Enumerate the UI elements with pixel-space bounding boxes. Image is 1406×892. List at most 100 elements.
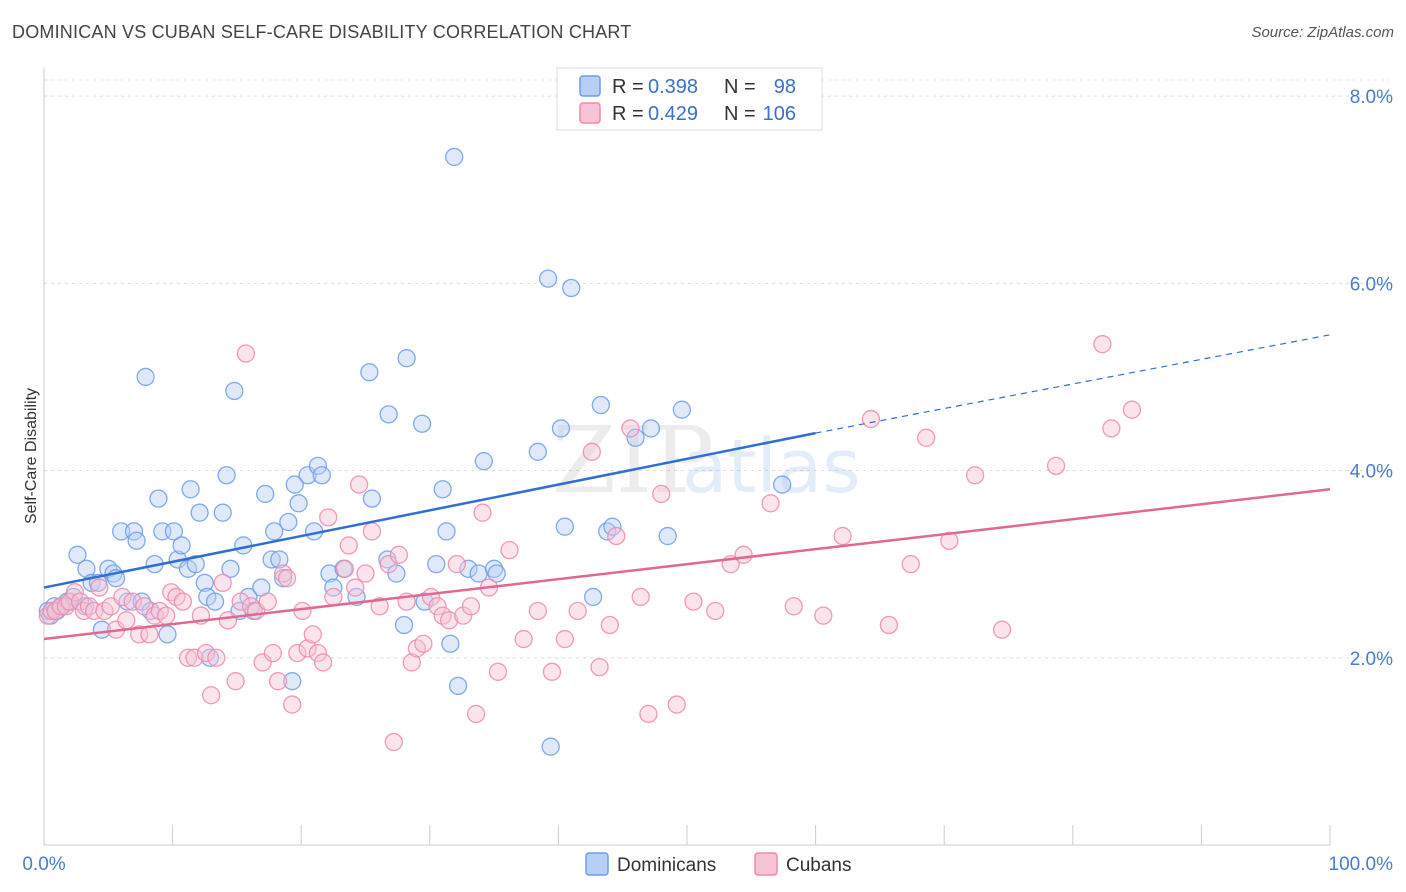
dominican-point-97	[672, 400, 692, 419]
chart-source: Source: ZipAtlas.com	[1251, 24, 1394, 41]
dominican-point-76	[441, 634, 460, 653]
dominican-point-47	[256, 484, 275, 504]
stats-n-label-cubans: N =	[724, 103, 756, 125]
x-tick-label-min: 0.0%	[22, 854, 65, 875]
cuban-point-88	[600, 615, 619, 635]
legend-label-dominicans: Dominicans	[617, 855, 716, 876]
cuban-point-66	[402, 653, 421, 672]
stats-r-label-cubans: R =	[612, 103, 644, 125]
dominican-point-65	[362, 489, 382, 508]
x-tick-label-max: 100.0%	[1329, 854, 1394, 875]
stats-n-value-dominicans: 98	[774, 76, 796, 98]
dominican-point-19	[127, 531, 146, 550]
dominican-point-38	[213, 503, 232, 522]
cuban-point-111	[1093, 335, 1112, 354]
dominican-point-41	[221, 559, 240, 578]
dominican-point-31	[181, 480, 200, 499]
cuban-point-56	[339, 536, 358, 555]
dominican-point-33	[190, 503, 209, 522]
dominican-point-61	[324, 578, 343, 597]
cuban-point-28	[185, 648, 204, 667]
cuban-trend-line	[43, 488, 1331, 641]
dominican-trend-extension	[815, 334, 1331, 434]
cuban-point-7	[70, 592, 90, 611]
dominican-point-48	[262, 550, 281, 569]
cuban-point-16	[117, 611, 136, 630]
cuban-point-36	[231, 592, 250, 611]
cuban-point-101	[814, 606, 833, 625]
cuban-point-11	[90, 578, 109, 597]
dominican-point-91	[591, 395, 610, 415]
dominican-point-89	[562, 278, 581, 298]
cuban-point-59	[356, 564, 375, 583]
cuban-point-31	[202, 686, 221, 705]
dominican-point-29	[172, 536, 191, 555]
cuban-point-73	[447, 555, 466, 574]
dominican-point-37	[205, 592, 225, 611]
cuban-point-37	[236, 344, 256, 363]
cuban-point-23	[157, 606, 176, 625]
cuban-point-79	[488, 662, 508, 681]
cuban-point-51	[308, 643, 328, 663]
watermark-atlas: atlas	[682, 424, 861, 510]
y-tick-label-0: 2.0%	[1350, 649, 1393, 670]
cuban-point-48	[293, 601, 312, 621]
cuban-point-106	[917, 428, 936, 447]
cuban-point-33	[213, 573, 232, 593]
dominican-point-55	[289, 494, 308, 513]
y-tick-label-1: 4.0%	[1350, 462, 1393, 483]
dominican-point-59	[312, 466, 331, 485]
dominican-point-79	[459, 559, 478, 578]
cuban-point-60	[362, 522, 382, 541]
cuban-point-70	[428, 597, 447, 616]
cuban-point-46	[283, 695, 302, 714]
cuban-point-41	[258, 592, 277, 611]
chart-title: DOMINICAN VS CUBAN SELF-CARE DISABILITY …	[12, 22, 632, 42]
cuban-point-18	[130, 625, 149, 644]
dominican-point-68	[387, 564, 406, 583]
dominican-point-77	[445, 147, 464, 167]
dominican-point-94	[626, 428, 645, 447]
dominican-point-21	[136, 367, 155, 387]
stats-r-value-cubans: 0.429	[648, 103, 698, 125]
dominican-point-54	[285, 475, 304, 494]
cuban-point-17	[123, 592, 142, 611]
cuban-point-100	[784, 597, 803, 616]
legend-swatch-cubans	[754, 852, 778, 876]
cuban-point-113	[1122, 400, 1142, 419]
stats-legend-box	[556, 67, 823, 131]
dominican-point-96	[658, 526, 677, 546]
dominican-point-32	[186, 555, 205, 574]
cuban-point-3	[51, 597, 70, 616]
cuban-point-86	[582, 442, 601, 461]
y-axis-title: Self-Care Disability	[23, 388, 40, 524]
dominican-point-70	[397, 349, 416, 368]
dominican-point-90	[583, 587, 603, 607]
dominican-point-93	[603, 517, 622, 536]
dominican-point-51	[274, 569, 293, 588]
cuban-point-82	[528, 601, 547, 621]
cuban-point-87	[590, 657, 609, 677]
dominican-point-87	[551, 419, 571, 438]
cuban-point-83	[542, 662, 562, 681]
cuban-point-85	[568, 601, 587, 621]
cuban-point-102	[833, 526, 852, 546]
cuban-point-110	[1046, 456, 1066, 476]
cuban-point-91	[631, 587, 650, 607]
stats-legend: R = 0.398 N = 98 R = 0.429 N = 106	[556, 67, 823, 131]
cuban-point-80	[500, 540, 519, 560]
stats-n-label-dominicans: N =	[724, 76, 756, 98]
y-tick-labels: 2.0% 4.0% 6.0% 8.0%	[1350, 87, 1393, 670]
cuban-point-10	[85, 601, 104, 621]
cuban-point-96	[706, 601, 725, 621]
cuban-point-1	[42, 601, 61, 621]
cuban-point-61	[370, 597, 389, 616]
cuban-point-53	[319, 508, 338, 527]
cuban-point-105	[901, 555, 920, 574]
cuban-point-92	[639, 704, 658, 724]
dominican-point-69	[394, 615, 414, 635]
cuban-point-26	[173, 592, 193, 611]
dominican-point-49	[265, 522, 284, 541]
cuban-point-32	[207, 648, 226, 667]
